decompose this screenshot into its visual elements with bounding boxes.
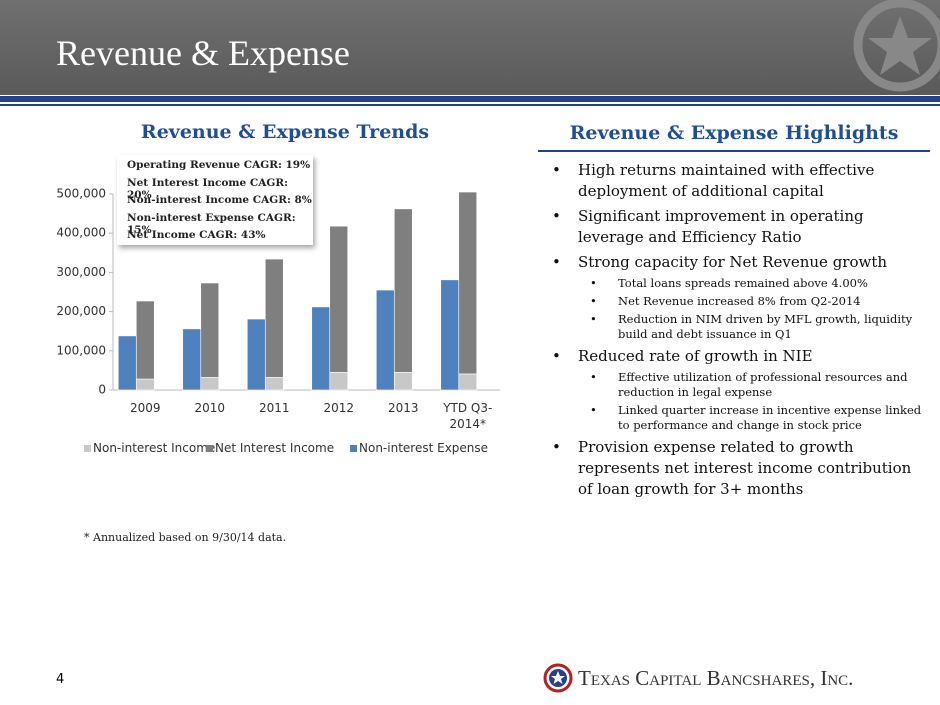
x-tick-label: 2012 — [323, 401, 355, 415]
legend-swatch — [206, 445, 213, 452]
y-tick-label: 0 — [98, 383, 106, 397]
legend-swatch — [84, 445, 91, 452]
bar — [311, 306, 331, 391]
x-tick-label: 2009 — [129, 401, 161, 415]
footnote: * Annualized based on 9/30/14 data. — [84, 531, 287, 544]
y-tick-label: 200,000 — [56, 304, 106, 318]
sub-bullet: Effective utilization of professional re… — [578, 370, 930, 400]
company-name: Texas Capital Bancshares, Inc. — [578, 666, 854, 690]
bullet: Strong capacity for Net Revenue growth To… — [538, 252, 930, 342]
sub-bullet: Reduction in NIM driven by MFL growth, l… — [578, 312, 930, 342]
bar — [246, 318, 266, 391]
legend-item: Non-interest Income — [84, 441, 215, 455]
annotation: Non-interest Income CAGR: 8% — [127, 194, 312, 206]
sub-bullet: Total loans spreads remained above 4.00% — [578, 276, 930, 291]
y-tick-label: 100,000 — [56, 343, 106, 357]
legend-item: Non-interest Expense — [350, 441, 488, 455]
bar — [393, 208, 413, 373]
page-number: 4 — [56, 672, 65, 687]
bullet: Significant improvement in operating lev… — [538, 206, 930, 248]
bar — [264, 377, 284, 391]
bullet-text: Reduced rate of growth in NIE — [578, 347, 813, 365]
bar — [329, 372, 349, 391]
bar — [117, 335, 137, 391]
slide-title: Revenue & Expense — [56, 33, 350, 73]
bullet: Reduced rate of growth in NIE Effective u… — [538, 346, 930, 433]
rule — [0, 104, 940, 106]
bullet-text: Strong capacity for Net Revenue growth — [578, 253, 888, 271]
y-tick-label: 400,000 — [56, 226, 106, 240]
bar — [200, 377, 220, 391]
bar — [264, 258, 284, 378]
y-tick-label: 300,000 — [56, 265, 106, 279]
bar — [458, 373, 478, 391]
annotation: Operating Revenue CAGR: 19% — [127, 159, 311, 171]
bar — [440, 279, 460, 391]
sub-bullet: Linked quarter increase in incentive exp… — [578, 403, 930, 433]
annotation: Net Interest Income CAGR: 20% — [127, 176, 288, 201]
chart: 0 100,000 200,000 300,000 400,000 500,000 — [56, 187, 500, 397]
bar — [135, 378, 155, 391]
legend-label: Net Interest Income — [215, 441, 335, 455]
x-tick-label: 2010 — [194, 401, 226, 415]
logo-emblem — [543, 663, 573, 693]
annotation: Net Income CAGR: 43% — [127, 229, 266, 241]
bar — [393, 372, 413, 391]
y-tick-label: 500,000 — [56, 187, 106, 201]
highlights-title: Revenue & Expense Highlights — [538, 120, 930, 152]
bullet-text: High returns maintained with effective d… — [578, 161, 875, 200]
bullet-list: High returns maintained with effective d… — [538, 160, 930, 500]
x-tick-label: 2011 — [258, 401, 290, 415]
bar — [375, 289, 395, 391]
sub-list: Total loans spreads remained above 4.00%… — [578, 276, 930, 342]
annotation-box: Operating Revenue CAGR: 19% Net Interest … — [117, 155, 313, 245]
star-emblem — [853, 0, 940, 92]
legend-label: Non-interest Expense — [359, 441, 489, 455]
bullet-text: Significant improvement in operating lev… — [578, 207, 864, 246]
highlights: Revenue & Expense Highlights High return… — [538, 120, 930, 500]
rule — [0, 96, 940, 102]
chart-title: Revenue & Expense Trends — [140, 121, 430, 143]
sub-bullet: Net Revenue increased 8% from Q2-2014 — [578, 294, 930, 309]
bullet-text: Provision expense related to growth repr… — [578, 438, 912, 498]
bar — [200, 282, 220, 378]
sub-list: Effective utilization of professional re… — [578, 370, 930, 433]
x-tick-label: YTD Q3-2014* — [443, 401, 493, 431]
annotation: Non-interest Expense CAGR: 15% — [127, 211, 296, 236]
bar — [329, 225, 349, 373]
bullet: Provision expense related to growth repr… — [538, 437, 930, 500]
bullet: High returns maintained with effective d… — [538, 160, 930, 202]
bar — [182, 328, 202, 391]
legend-swatch — [350, 445, 357, 452]
x-tick-label: 2013 — [387, 401, 419, 415]
bar — [458, 191, 478, 375]
header-band — [0, 0, 940, 95]
legend-label: Non-interest Income — [93, 441, 216, 455]
legend-item: Net Interest Income — [206, 441, 334, 455]
bar — [135, 300, 155, 380]
